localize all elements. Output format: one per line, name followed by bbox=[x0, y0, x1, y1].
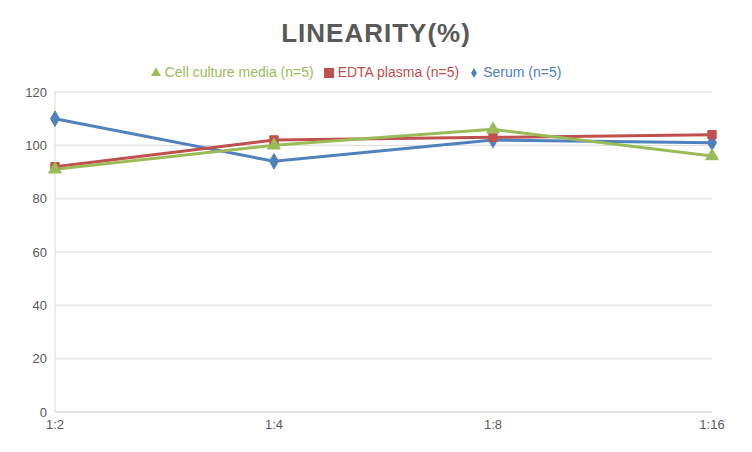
svg-text:80: 80 bbox=[33, 191, 47, 206]
svg-text:60: 60 bbox=[33, 245, 47, 260]
svg-text:100: 100 bbox=[25, 138, 47, 153]
svg-text:20: 20 bbox=[33, 351, 47, 366]
svg-text:1:8: 1:8 bbox=[484, 417, 502, 432]
svg-text:0: 0 bbox=[40, 405, 47, 420]
svg-text:120: 120 bbox=[25, 85, 47, 100]
html-text:Cell culture media (n=5): Cell culture media (n=5) bbox=[164, 64, 314, 80]
html-text:Serum (n=5): Serum (n=5) bbox=[483, 64, 562, 80]
html-text:EDTA plasma (n=5): EDTA plasma (n=5) bbox=[337, 64, 460, 80]
svg-text:1:16: 1:16 bbox=[699, 417, 724, 432]
svg-text:1:2: 1:2 bbox=[46, 417, 64, 432]
svg-text:1:4: 1:4 bbox=[265, 417, 283, 432]
html-text:LINEARITY(%): LINEARITY(%) bbox=[281, 18, 471, 48]
svg-text:40: 40 bbox=[33, 298, 47, 313]
